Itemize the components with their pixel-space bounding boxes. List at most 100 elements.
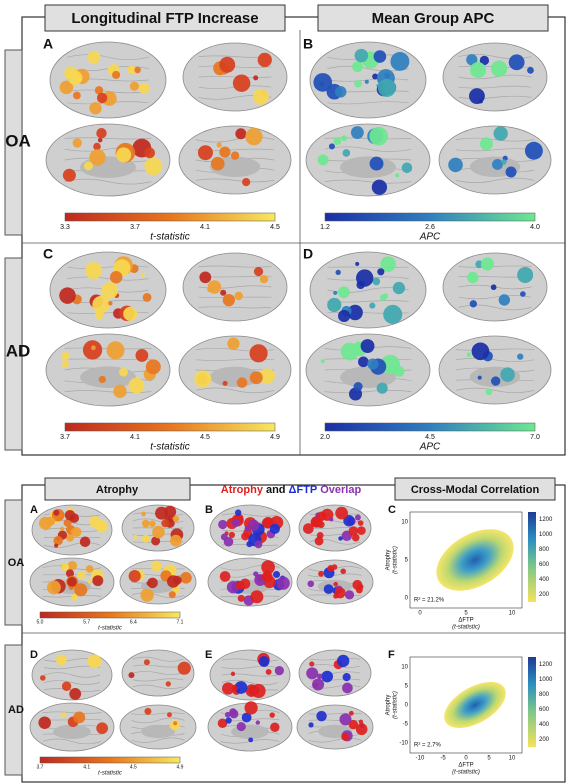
colorbar-tick-label: 4.1 <box>83 764 90 770</box>
blob <box>336 654 350 668</box>
blob <box>269 712 275 718</box>
brain <box>305 333 431 407</box>
blob <box>172 515 180 523</box>
colorbar-tick-label: 3.7 <box>37 764 44 770</box>
colorbar-tick-label: 7.0 <box>530 434 540 441</box>
blob <box>172 575 182 585</box>
blob <box>229 709 239 719</box>
sulcus <box>327 78 409 82</box>
blob <box>145 359 161 375</box>
blob <box>485 388 493 396</box>
colorbar-label: APC <box>419 232 441 243</box>
blob <box>234 681 248 694</box>
colorbar <box>64 422 276 432</box>
sulcus <box>309 658 361 661</box>
blob <box>328 143 335 150</box>
colorbar-tick-label: 4.5 <box>200 434 210 441</box>
blob <box>224 711 231 718</box>
frame <box>21 484 566 783</box>
blob <box>53 509 60 516</box>
x-tick-label: 5 <box>464 611 468 617</box>
blob <box>112 70 121 79</box>
blob <box>227 337 240 350</box>
blob <box>517 353 524 360</box>
brain <box>121 649 195 697</box>
brain <box>29 557 115 607</box>
blob <box>377 268 385 276</box>
blob <box>342 149 351 157</box>
sulcus <box>324 358 412 361</box>
blob <box>232 74 251 92</box>
density-tick-label: 800 <box>539 692 550 698</box>
blob <box>85 262 103 280</box>
sulcus <box>455 357 535 362</box>
blob <box>479 137 493 151</box>
blob <box>152 525 165 539</box>
blob <box>85 565 94 573</box>
blob <box>276 576 290 590</box>
blob <box>269 523 280 534</box>
blob <box>351 533 360 542</box>
blob <box>261 571 273 583</box>
blob <box>134 66 141 74</box>
blob <box>236 377 248 388</box>
y-tick-label: 10 <box>401 520 408 526</box>
blob <box>62 168 76 182</box>
blob <box>144 157 163 176</box>
colorbar-tick-label: 3.7 <box>60 434 70 441</box>
sulcus <box>132 518 184 524</box>
blob <box>113 384 127 398</box>
blob <box>313 73 333 92</box>
sulcus <box>324 390 412 394</box>
colorbar-tick-label: 3.3 <box>60 224 70 231</box>
colorbar-tick-label: 4.5 <box>130 764 137 770</box>
blob <box>169 534 182 547</box>
panel-letter: D <box>30 649 38 661</box>
blob <box>367 358 379 370</box>
r-squared: R² = 21.2% <box>414 598 445 604</box>
blob <box>501 159 507 165</box>
blob <box>71 593 79 601</box>
blob <box>376 382 388 394</box>
blob <box>372 73 379 80</box>
blob <box>469 61 487 79</box>
brain <box>45 333 171 407</box>
colorbar-tick-label: 4.1 <box>130 434 140 441</box>
blob <box>259 275 269 284</box>
blob <box>333 581 338 587</box>
blob <box>98 375 106 384</box>
blob <box>173 721 178 726</box>
header: Longitudinal FTP Increase <box>71 10 258 27</box>
panel-letter: C <box>388 504 396 516</box>
density-tick-label: 1200 <box>539 662 553 668</box>
header-box <box>317 4 549 32</box>
sulcus <box>327 101 409 105</box>
blob <box>246 540 253 548</box>
medial-wall <box>140 724 176 739</box>
header: Mean Group APC <box>372 10 495 27</box>
blob <box>253 266 264 277</box>
blob <box>234 291 243 301</box>
header-part: and <box>266 484 286 496</box>
blob <box>520 291 526 297</box>
blob <box>340 342 359 361</box>
blob <box>356 269 374 287</box>
blob <box>317 154 329 166</box>
blob <box>38 716 51 729</box>
blob <box>147 577 158 589</box>
blob <box>220 289 227 296</box>
sulcus <box>195 136 275 143</box>
blob <box>355 261 360 266</box>
blob <box>237 594 245 602</box>
blob <box>498 294 511 306</box>
blob <box>306 667 319 680</box>
blob <box>87 654 102 669</box>
blob <box>348 719 359 730</box>
blob <box>235 509 242 516</box>
blob <box>261 560 275 574</box>
blob <box>108 301 113 306</box>
blob <box>448 157 463 173</box>
x-tick-label: -10 <box>416 756 425 762</box>
colorbar-tick-label: 7.1 <box>177 619 184 625</box>
blob <box>250 590 264 604</box>
